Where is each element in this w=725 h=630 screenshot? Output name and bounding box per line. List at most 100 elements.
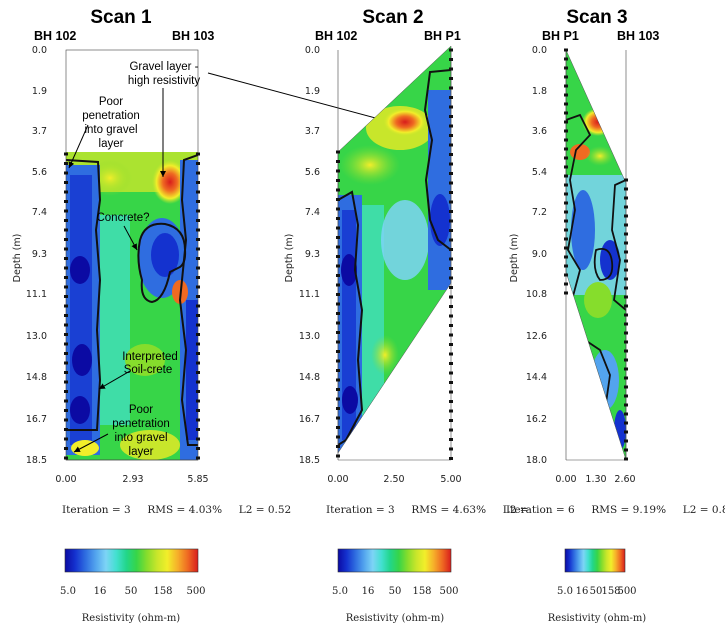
scan1-x-tick: 0.00: [55, 474, 76, 485]
scan2-depth-tick: 3.7: [305, 126, 320, 137]
electrode-marker: [449, 381, 453, 384]
scan3-x-tick: 2.60: [614, 474, 635, 485]
electrode-marker: [64, 314, 68, 317]
electrode-marker: [564, 75, 568, 79]
electrode-marker: [196, 390, 200, 393]
scan2-depth-tick: 9.3: [305, 249, 320, 260]
annotation-gravel-layer: high resistivity: [128, 75, 200, 87]
scan1-electrodes-left: [64, 152, 68, 460]
scan1-depth-tick: 14.8: [26, 372, 47, 383]
electrode-marker: [449, 286, 453, 289]
electrode-marker: [624, 367, 628, 371]
electrode-marker: [196, 266, 200, 270]
scan2-section-fill: [338, 46, 451, 453]
electrode-marker: [196, 152, 200, 156]
annotation-poor-penetration-bottom: layer: [129, 446, 154, 458]
scan2-depth-tick: 0.0: [305, 45, 320, 56]
electrode-marker: [196, 428, 200, 431]
scan3-depth-tick: 18.0: [526, 455, 547, 466]
electrode-marker: [196, 257, 200, 260]
electrode-marker: [336, 378, 340, 382]
electrode-marker: [624, 286, 628, 290]
scan2-left-borehole-label: BH 102: [315, 29, 357, 43]
electrode-marker: [564, 165, 568, 169]
scan2-depth-tick: 11.1: [299, 289, 320, 300]
scan3-stats: Iteration = 6 RMS = 9.19% L2 = 0.81: [506, 504, 725, 516]
electrode-marker: [564, 147, 568, 151]
electrode-marker: [196, 418, 200, 422]
electrode-marker: [624, 205, 628, 209]
electrode-marker: [64, 295, 68, 298]
scan1-colorbar-tick: 158: [153, 586, 172, 597]
electrode-marker: [336, 226, 340, 230]
electrode-marker: [564, 192, 568, 196]
electrode-marker: [196, 447, 200, 450]
electrode-marker: [449, 143, 453, 147]
electrode-marker: [624, 403, 628, 407]
scan3-panel: Scan 3 BH P1 BH 103 0.0 1: [506, 7, 725, 624]
electrode-marker: [624, 385, 628, 389]
scan2-depth-tick: 13.0: [299, 331, 320, 342]
electrode-marker: [624, 376, 628, 380]
electrode-marker: [64, 390, 68, 393]
electrode-marker: [336, 179, 340, 182]
electrode-marker: [449, 428, 453, 432]
electrode-marker: [64, 342, 68, 346]
electrode-marker: [336, 283, 340, 287]
electrode-marker: [564, 246, 568, 250]
scan1-title: Scan 1: [90, 7, 152, 28]
electrode-marker: [196, 181, 200, 184]
electrode-marker: [449, 438, 453, 441]
electrode-marker: [64, 409, 68, 412]
electrode-marker: [64, 285, 68, 289]
annotation-gravel-layer: Gravel layer -: [129, 61, 198, 73]
electrode-marker: [449, 162, 453, 166]
electrode-marker: [624, 439, 628, 443]
scan2-contours: [338, 69, 451, 446]
electrode-marker: [336, 407, 340, 410]
scan3-depth-tick: 9.0: [532, 249, 547, 260]
electrode-marker: [64, 200, 68, 203]
scan2-depth-tick: 7.4: [305, 207, 320, 218]
scan2-colorbar-tick: 158: [412, 586, 431, 597]
electrode-marker: [449, 124, 453, 128]
electrode-marker: [64, 371, 68, 374]
scan1-depth-tick: 5.6: [32, 167, 47, 178]
electrode-marker: [449, 67, 453, 71]
electrode-marker: [64, 171, 68, 175]
electrode-marker: [564, 201, 568, 205]
scan3-title: Scan 3: [566, 7, 627, 28]
electrode-marker: [64, 380, 68, 384]
electrode-marker: [449, 295, 453, 299]
electrode-marker: [336, 264, 340, 268]
scan1-depth-axis: 0.0 1.9 3.7 5.6 7.4 9.3 11.1 13.0 14.8 1…: [12, 45, 47, 466]
electrode-marker: [449, 58, 453, 61]
electrode-marker: [449, 324, 453, 327]
scan1-colorbar-tick: 5.0: [60, 586, 76, 597]
electrode-marker: [449, 400, 453, 403]
electrode-marker: [449, 276, 453, 280]
electrode-marker: [449, 153, 453, 156]
scan1-contours: [66, 154, 198, 446]
electrode-marker: [336, 217, 340, 220]
electrode-marker: [564, 264, 568, 268]
scan2-depth-tick: 1.9: [305, 86, 320, 97]
scan1-depth-tick: 18.5: [26, 455, 47, 466]
annotations: Poor penetration into gravel layer Grave…: [68, 61, 399, 458]
electrode-marker: [449, 352, 453, 356]
electrode-marker: [449, 105, 453, 109]
electrode-marker: [196, 162, 200, 165]
scan3-colorbar-tick: 158: [601, 586, 620, 597]
electrode-marker: [564, 291, 568, 295]
scan3-colorbar-label: Resistivity (ohm-m): [548, 613, 647, 624]
scan3-colorbar-tick: 50: [590, 586, 603, 597]
scan1-colorbar-ticks: 5.0 16 50 158 500: [60, 586, 206, 597]
scan1-depth-tick: 9.3: [32, 249, 47, 260]
electrode-marker: [624, 295, 628, 299]
scan2-x-tick: 5.00: [440, 474, 461, 485]
scan3-colorbar-ticks: 5.0 16 50 158 500: [557, 586, 637, 597]
scan2-depth-tick: 18.5: [299, 455, 320, 466]
electrode-marker: [564, 174, 568, 178]
electrode-marker: [624, 322, 628, 326]
electrode-marker: [64, 456, 68, 460]
